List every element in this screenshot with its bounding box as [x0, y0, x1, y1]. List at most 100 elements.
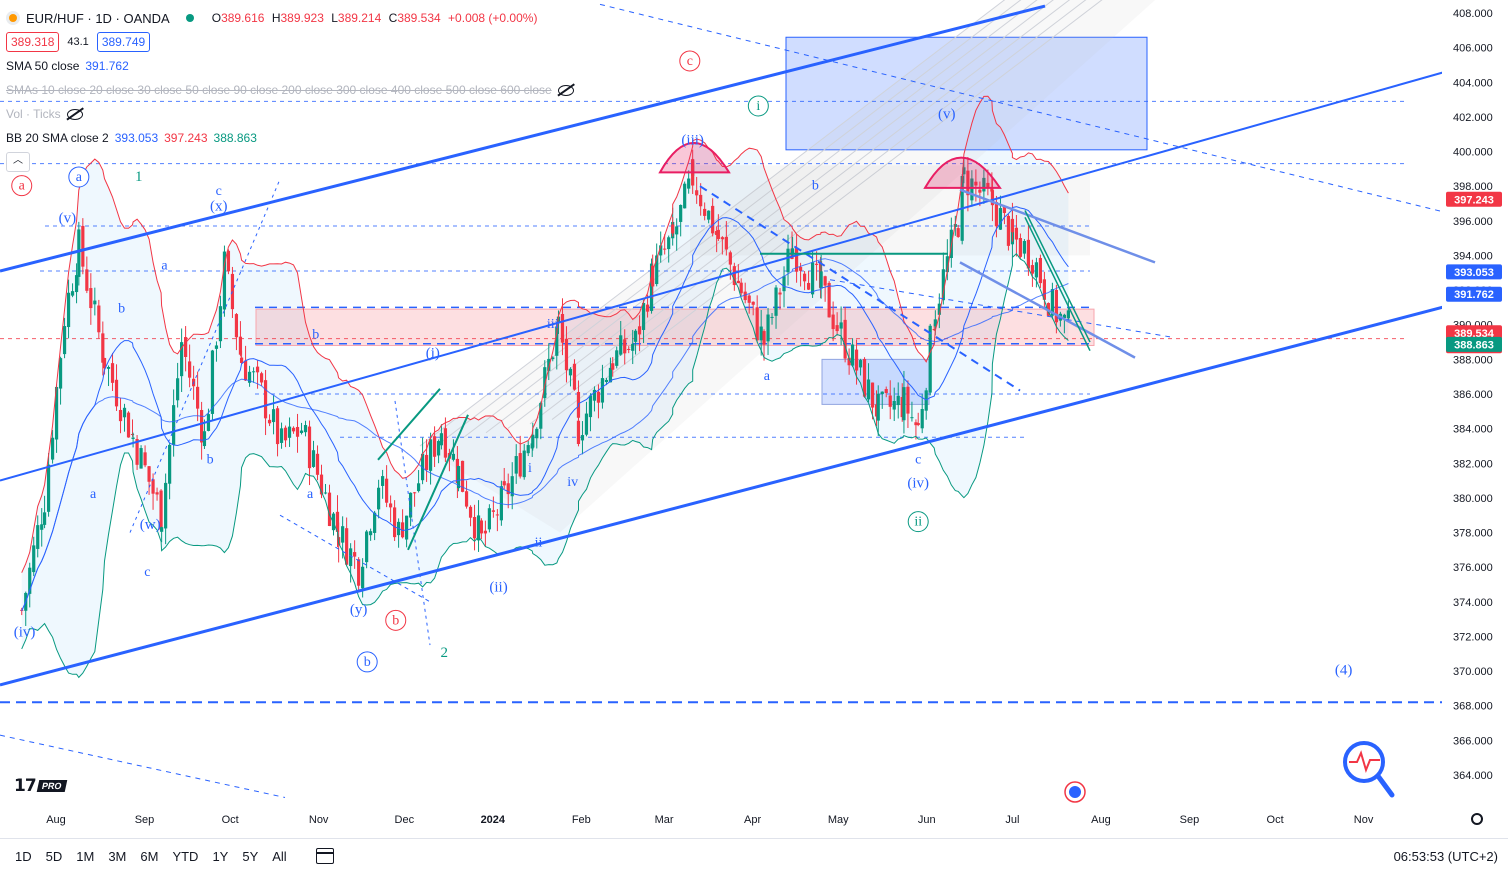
- wave-label: ii: [535, 535, 543, 550]
- candle-body: [1018, 238, 1023, 257]
- candle-body: [32, 545, 36, 573]
- indicator-sma50[interactable]: SMA 50 close 391.762: [6, 54, 574, 78]
- wave-label-text: (y): [350, 602, 368, 618]
- candle-body: [222, 251, 227, 310]
- time-tick-label: Oct: [1267, 814, 1284, 826]
- settings-gear-icon[interactable]: [1471, 813, 1483, 825]
- clock-display: 06:53:53 (UTC+2): [1393, 848, 1498, 864]
- candle-body: [251, 371, 256, 373]
- bb-upper-line: [21, 95, 1069, 573]
- time-tick-label: Aug: [46, 814, 66, 826]
- candle-body: [941, 269, 945, 301]
- candle-body: [715, 231, 719, 236]
- candle-body: [373, 512, 377, 533]
- candle-body: [866, 379, 871, 400]
- range-3m-button[interactable]: 3M: [108, 848, 127, 864]
- wave-label: iii: [547, 317, 559, 332]
- time-tick-label: Aug: [1091, 814, 1111, 826]
- range-1y-button[interactable]: 1Y: [212, 848, 229, 864]
- candle-body: [389, 503, 393, 508]
- candle-body: [962, 167, 966, 175]
- range-ytd-button[interactable]: YTD: [172, 848, 199, 864]
- range-1d-button[interactable]: 1D: [15, 848, 32, 864]
- tradingview-logo[interactable]: 17 PRO: [14, 776, 67, 796]
- candle-body: [196, 386, 200, 409]
- wave-label-text: c: [687, 54, 693, 69]
- candle-body: [255, 366, 260, 373]
- wave-label-circle: [385, 609, 407, 631]
- range-5y-button[interactable]: 5Y: [242, 848, 259, 864]
- indicator-smas[interactable]: SMAs 10 close 20 close 30 close 50 close…: [6, 78, 574, 102]
- candle-body: [200, 409, 204, 443]
- indicator-bollinger[interactable]: BB 20 SMA close 2 393.053 397.243 388.86…: [6, 126, 574, 150]
- fib-channel-line: [441, 0, 1022, 442]
- candle-body: [238, 336, 243, 355]
- resistance-zone-box: [255, 308, 1095, 347]
- candle-body: [495, 514, 499, 516]
- wave-label-text: b: [392, 613, 399, 628]
- candle-body: [810, 262, 815, 295]
- candle-body: [283, 427, 288, 441]
- candle-body: [588, 395, 593, 418]
- wave-label: b: [312, 328, 319, 343]
- candle-body: [924, 390, 928, 411]
- calendar-icon[interactable]: [315, 848, 334, 864]
- collapse-legend-button[interactable]: ︿: [6, 152, 30, 172]
- price-tick-label: 380.000: [1453, 493, 1493, 505]
- rounded-top-marker: [923, 156, 1002, 189]
- eye-off-icon[interactable]: [66, 108, 83, 120]
- time-tick-label: Sep: [135, 814, 155, 826]
- candle-body: [1026, 239, 1031, 269]
- candle-body: [247, 371, 252, 383]
- candle-body: [543, 367, 547, 399]
- candle-body: [880, 391, 884, 395]
- fib-channel-line: [485, 0, 1054, 434]
- candle-body: [631, 343, 635, 351]
- candle-body: [1042, 279, 1047, 300]
- candle-body: [649, 263, 654, 311]
- sell-button[interactable]: 389.318: [6, 32, 60, 52]
- symbol-title[interactable]: EUR/HUF · 1D · OANDA: [26, 10, 170, 26]
- candle-body: [58, 358, 63, 389]
- indicator-volume[interactable]: Vol · Ticks: [6, 102, 574, 126]
- wave-label-text: (x): [210, 198, 228, 214]
- range-1m-button[interactable]: 1M: [76, 848, 95, 864]
- candle-body: [279, 428, 284, 443]
- wave-label-text: iii: [547, 317, 559, 332]
- candle-body: [539, 402, 543, 429]
- correction-dashed-line: [699, 185, 1021, 392]
- candle-body: [843, 319, 847, 359]
- candle-body: [130, 434, 135, 436]
- candle-body: [122, 407, 127, 418]
- range-5d-button[interactable]: 5D: [45, 848, 63, 864]
- candle-body: [151, 479, 155, 494]
- buy-button[interactable]: 389.749: [96, 32, 151, 52]
- wave-label: a: [764, 369, 771, 384]
- candle-body: [408, 492, 413, 518]
- price-tick-label: 382.000: [1453, 458, 1493, 470]
- rising-wedge-upper: [377, 388, 441, 461]
- range-all-button[interactable]: All: [272, 848, 287, 864]
- range-6m-button[interactable]: 6M: [140, 848, 159, 864]
- wave-label-text: c: [915, 452, 921, 467]
- candle-body: [835, 325, 839, 332]
- wave-label: b: [356, 651, 378, 673]
- channel-mid-line: [0, 70, 1446, 482]
- price-tick-label: 398.000: [1453, 181, 1493, 193]
- candle-body: [319, 474, 324, 495]
- candle-body: [747, 295, 751, 303]
- candle-body: [914, 422, 918, 426]
- time-tick-label: Feb: [572, 814, 591, 826]
- candle-body: [1054, 289, 1058, 323]
- open-key: O: [211, 11, 222, 25]
- candle-body: [54, 387, 59, 440]
- candle-body: [1002, 205, 1007, 214]
- candle-body: [307, 426, 312, 469]
- candle-body: [611, 363, 615, 370]
- candle-body: [762, 331, 766, 345]
- candle-body: [357, 559, 361, 586]
- wave-label-text: (iv): [907, 476, 929, 492]
- eye-off-icon[interactable]: [557, 84, 574, 96]
- candle-body: [564, 338, 569, 371]
